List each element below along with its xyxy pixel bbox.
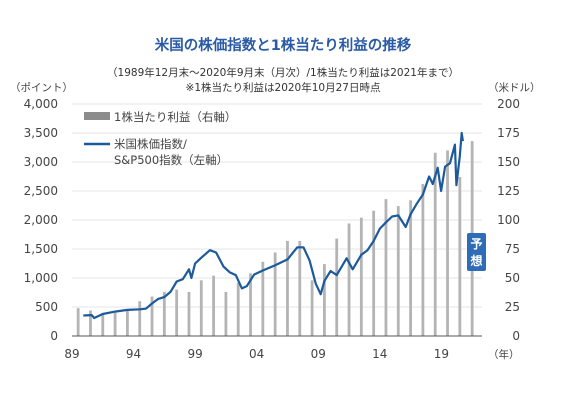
y-right-tick-label: 50 [505,271,520,285]
x-tick-label: 14 [372,347,387,361]
y-left-tick-label: 2,000 [24,213,58,227]
eps-bar [150,296,154,336]
eps-bar [298,240,302,336]
eps-bar [421,184,425,336]
y-left-ticks: 0 500 1,000 1,500 2,000 2,500 3,000 3,500 4,000 [24,97,58,343]
x-tick-label: 19 [434,347,449,361]
eps-bar [384,199,388,336]
x-tick-label: 09 [311,347,326,361]
x-ticks: 89 94 99 04 09 14 19 [64,347,449,361]
eps-bar [224,291,228,336]
eps-bar [76,308,80,336]
eps-bar [359,217,363,336]
chart-subtitle-2: ※1株当たり利益は2020年10月27日時点 [186,81,381,94]
y-right-tick-label: 100 [497,213,520,227]
x-tick-label: 89 [64,347,79,361]
x-tick-label: 99 [187,347,202,361]
y-right-unit: （米ドル） [488,81,541,94]
y-left-tick-label: 3,500 [24,126,58,140]
chart-grid [72,103,482,308]
eps-bar [323,264,326,336]
eps-bar [458,177,462,336]
forecast-box [467,233,486,271]
eps-bar [409,200,412,336]
y-left-tick-label: 3,000 [24,155,58,169]
eps-bar [212,275,215,336]
x-tick-label: 94 [126,347,141,361]
y-right-tick-label: 175 [497,126,520,140]
eps-bars [76,141,474,336]
eps-bar [187,291,191,336]
forecast-label-char-1: 予 [470,237,482,251]
eps-bar [101,312,105,336]
y-left-tick-label: 0 [50,329,58,343]
legend-index-label-line2: S&P500指数（左軸） [114,153,228,167]
legend-index-label-line1: 米国株価指数/ [114,137,187,151]
y-left-tick-label: 4,000 [24,97,58,111]
y-right-tick-label: 0 [512,329,520,343]
legend-eps-swatch [84,112,110,120]
eps-bar [175,289,179,336]
y-left-tick-label: 1,500 [24,242,58,256]
legend: 1株当たり利益（右軸） 米国株価指数/ S&P500指数（左軸） [84,110,236,167]
eps-bar [261,261,265,336]
eps-bar [162,291,166,336]
eps-bar [446,150,449,336]
eps-bar [113,312,117,336]
y-right-tick-label: 75 [505,242,520,256]
index-line [83,131,464,320]
y-left-tick-label: 500 [35,300,58,314]
y-right-tick-label: 25 [505,300,520,314]
eps-bar [286,240,289,336]
eps-bar [249,273,252,336]
y-right-ticks: 0 25 50 75 100 125 150 175 200 [497,97,520,343]
y-right-tick-label: 150 [497,155,520,169]
y-left-tick-label: 1,000 [24,271,58,285]
eps-bar [126,310,129,336]
x-unit: （年） [488,348,520,361]
eps-bar [372,210,376,336]
y-left-unit: （ポイント） [10,82,73,94]
eps-bar [273,252,277,336]
eps-bar [396,206,400,336]
eps-bar [347,223,351,336]
eps-bar [310,280,314,336]
x-tick-label: 04 [249,347,264,361]
y-right-tick-label: 125 [497,184,520,198]
chart-subtitle-1: （1989年12月末～2020年9月末（月次）/1株当たり利益は2021年まで） [107,66,459,79]
forecast-label-char-2: 想 [469,253,482,268]
y-right-tick-label: 200 [497,97,520,111]
eps-bar [138,301,142,336]
forecast-marker: 予 想 [467,233,486,271]
chart-title: 米国の株価指数と1株当たり利益の推移 [155,36,412,54]
eps-bar [335,238,339,336]
eps-bar [236,282,240,336]
legend-eps-label: 1株当たり利益（右軸） [114,110,236,124]
eps-bar [199,280,203,336]
eps-bar [433,152,437,336]
y-left-tick-label: 2,500 [24,184,58,198]
eps-bar [89,310,92,336]
